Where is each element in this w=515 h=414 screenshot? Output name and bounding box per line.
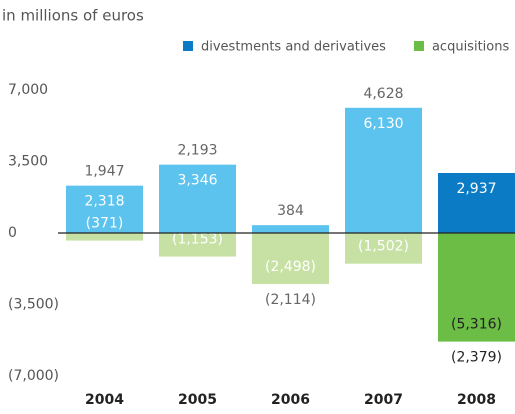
value-label: 3,346 — [177, 173, 217, 189]
chart-subtitle: in millions of euros — [2, 7, 144, 25]
x-tick-label: 2004 — [85, 392, 124, 408]
total-label: 4,628 — [363, 86, 403, 102]
y-tick-label: (3,500) — [8, 297, 59, 313]
value-label: (1,153) — [172, 232, 223, 248]
value-label: (1,502) — [358, 239, 409, 255]
legend-swatch — [183, 41, 193, 51]
value-label: 6,130 — [363, 116, 403, 132]
value-label: (5,316) — [451, 317, 502, 333]
value-label: 2,318 — [84, 194, 124, 210]
bar — [345, 233, 422, 264]
y-tick-label: (7,000) — [8, 368, 59, 384]
value-label: 2,937 — [456, 181, 496, 197]
bar — [66, 233, 143, 241]
x-tick-label: 2008 — [457, 392, 496, 408]
bar — [438, 233, 515, 342]
bar — [252, 233, 329, 285]
y-tick-label: 0 — [8, 225, 17, 241]
bar — [159, 164, 236, 233]
x-tick-label: 2007 — [364, 392, 403, 408]
value-label: (2,498) — [265, 259, 316, 275]
total-label: (2,379) — [451, 350, 502, 366]
bar — [159, 233, 236, 257]
value-label: (371) — [86, 216, 124, 232]
value-label: 384 — [277, 203, 304, 219]
bar — [66, 185, 143, 233]
total-label: (2,114) — [265, 292, 316, 308]
x-tick-label: 2005 — [178, 392, 217, 408]
legend-label: divestments and derivatives — [201, 40, 386, 55]
bar — [252, 225, 329, 233]
total-label: 2,193 — [177, 143, 217, 159]
x-tick-label: 2006 — [271, 392, 310, 408]
bar — [438, 173, 515, 233]
total-label: 1,947 — [84, 164, 124, 180]
legend-swatch — [413, 41, 424, 51]
y-tick-label: 7,000 — [8, 82, 48, 98]
bar — [345, 107, 422, 233]
y-tick-label: 3,500 — [8, 154, 48, 170]
legend-label: acquisitions — [432, 40, 510, 55]
